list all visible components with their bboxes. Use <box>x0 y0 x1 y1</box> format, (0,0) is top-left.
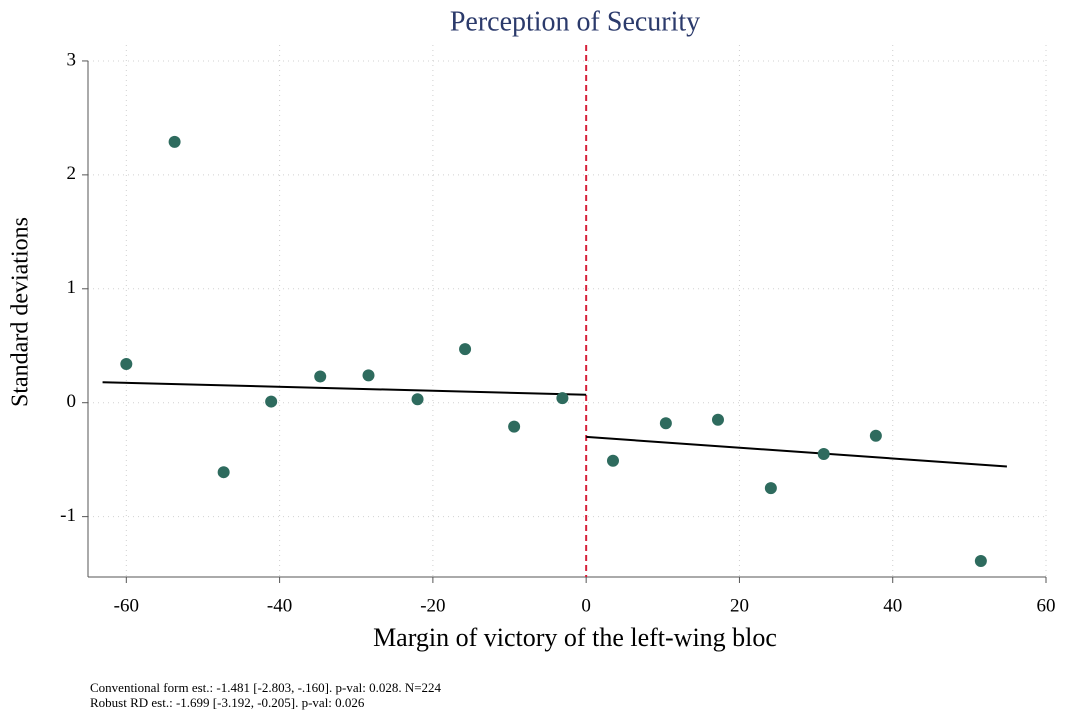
x-tick-label: -20 <box>420 595 445 616</box>
y-tick-label: -1 <box>60 505 76 526</box>
y-tick-label: 1 <box>67 277 77 298</box>
fit-line <box>102 381 587 396</box>
point <box>362 369 375 382</box>
x-tick-label: 40 <box>883 595 902 616</box>
point <box>314 370 327 383</box>
point <box>974 555 987 568</box>
point <box>265 395 278 408</box>
x-tick-label: -60 <box>114 595 139 616</box>
x-tick-label: 20 <box>730 595 749 616</box>
point <box>606 454 619 467</box>
point <box>168 135 181 148</box>
note: Conventional form est.: -1.481 [-2.803, … <box>90 680 442 695</box>
y-tick-label: 2 <box>67 163 77 184</box>
point <box>711 413 724 426</box>
point <box>120 357 133 370</box>
y-axis-label: Standard deviations <box>8 217 34 407</box>
chart-title: Perception of Security <box>450 6 700 37</box>
point <box>217 466 230 479</box>
x-tick-label: -40 <box>267 595 292 616</box>
y-tick-label: 0 <box>67 391 77 412</box>
point <box>659 417 672 430</box>
x-axis-label: Margin of victory of the left-wing bloc <box>373 623 777 652</box>
point <box>764 482 777 495</box>
fit-line <box>586 435 1007 468</box>
note: Robust RD est.: -1.699 [-3.192, -0.205].… <box>90 695 365 710</box>
point <box>459 343 472 356</box>
point <box>508 420 521 433</box>
point <box>869 429 882 442</box>
x-tick-label: 0 <box>581 595 591 616</box>
point <box>556 392 569 405</box>
x-tick-label: 60 <box>1037 595 1056 616</box>
point <box>411 393 424 406</box>
y-tick-label: 3 <box>67 49 77 70</box>
point <box>817 447 830 460</box>
